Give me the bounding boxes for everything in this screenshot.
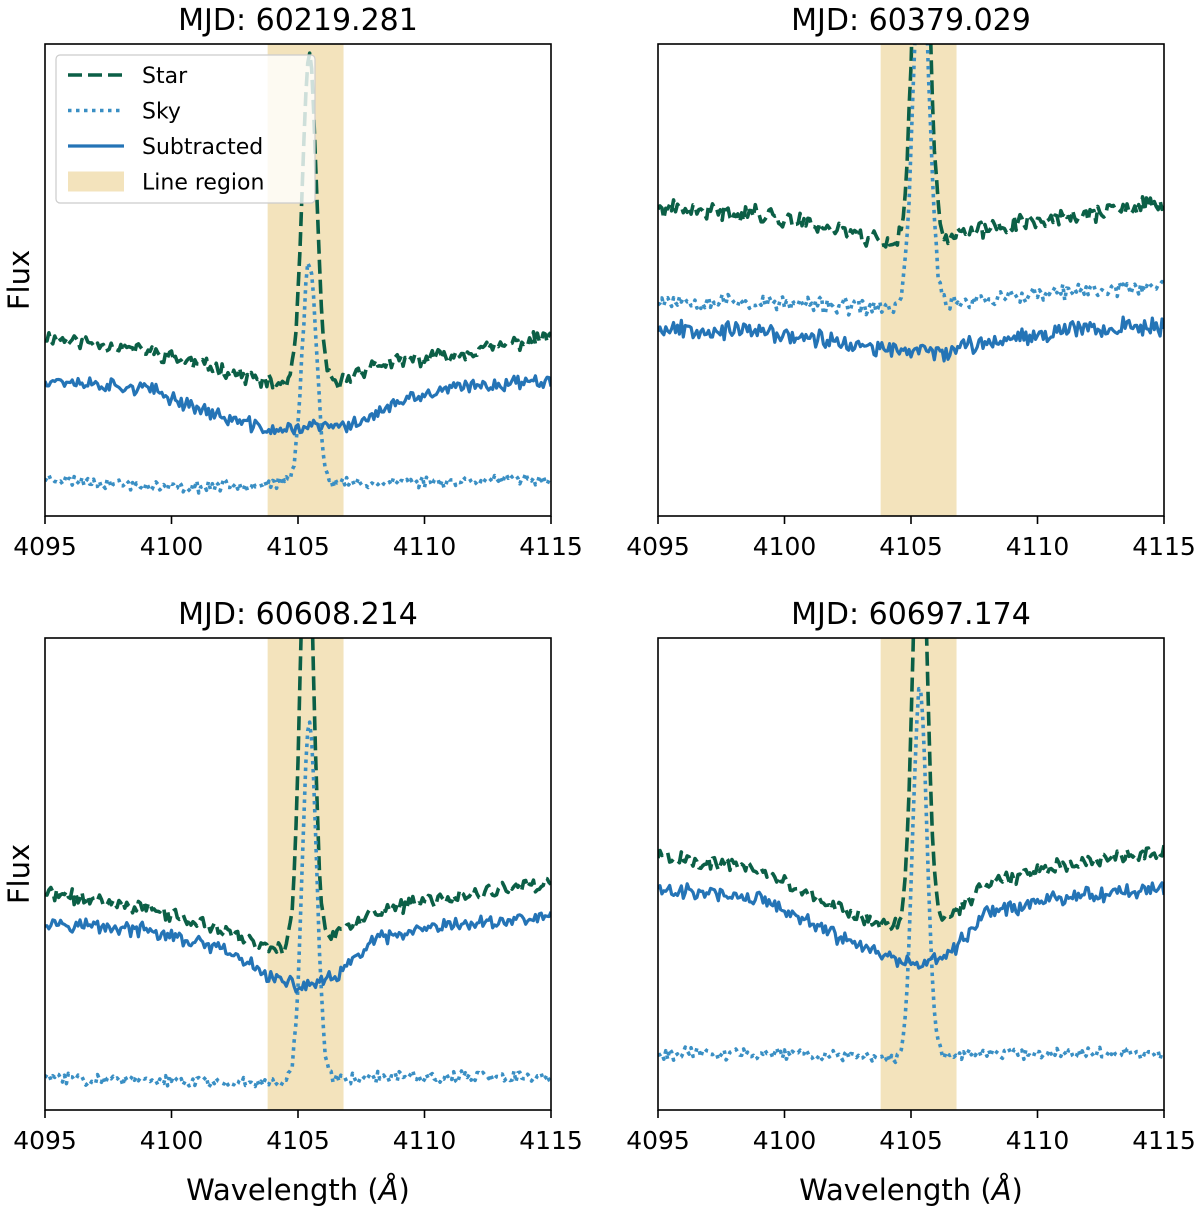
panel-4: 4095 4100 4105 4110 4115 MJD: 60697.174 Wavele… bbox=[626, 597, 1196, 1207]
panel-title: MJD: 60608.214 bbox=[178, 597, 418, 632]
series-line-star bbox=[658, 44, 1164, 249]
x-tick-label: 4110 bbox=[393, 532, 457, 561]
line-region-band bbox=[880, 638, 957, 1110]
x-tick-label: 4100 bbox=[140, 1126, 204, 1155]
x-axis-label: Wavelength (Å) bbox=[799, 1173, 1023, 1207]
x-tick-label: 4095 bbox=[13, 1126, 77, 1155]
x-tick-label: 4105 bbox=[879, 532, 943, 561]
legend: Star Sky Subtracted Line region bbox=[55, 54, 316, 204]
x-tick-label: 4105 bbox=[266, 1126, 330, 1155]
x-tick-label: 4095 bbox=[626, 1126, 690, 1155]
x-axis-label: Wavelength (Å) bbox=[186, 1173, 410, 1207]
series-line-sky bbox=[45, 720, 551, 1090]
legend-entry: Line region bbox=[68, 171, 264, 196]
x-tick-label: 4100 bbox=[753, 532, 817, 561]
x-tick-label: 4110 bbox=[393, 1126, 457, 1155]
series-line-star bbox=[658, 638, 1164, 932]
legend-label: Subtracted bbox=[142, 135, 263, 160]
panel-title: MJD: 60697.174 bbox=[791, 597, 1031, 632]
x-tick-label: 4110 bbox=[1006, 532, 1070, 561]
legend-entry: Subtracted bbox=[68, 135, 263, 160]
series-line-subtracted bbox=[658, 881, 1164, 970]
x-tick-label: 4095 bbox=[13, 532, 77, 561]
x-tick-label: 4100 bbox=[140, 532, 204, 561]
series-line-sky bbox=[658, 44, 1164, 317]
legend-label: Sky bbox=[142, 100, 181, 125]
x-tick-label: 4105 bbox=[879, 1126, 943, 1155]
y-axis-label: Flux bbox=[2, 844, 36, 904]
legend-entry: Sky bbox=[68, 100, 181, 125]
legend-label: Line region bbox=[142, 171, 264, 196]
x-tick-label: 4110 bbox=[1006, 1126, 1070, 1155]
x-tick-label: 4115 bbox=[519, 1126, 583, 1155]
panel-title: MJD: 60379.029 bbox=[791, 3, 1031, 38]
series-line-star bbox=[45, 638, 551, 956]
x-tick-label: 4105 bbox=[266, 532, 330, 561]
line-region-band bbox=[880, 44, 957, 516]
legend-label: Star bbox=[142, 64, 188, 89]
x-tick-label: 4115 bbox=[1132, 532, 1196, 561]
line-region-band bbox=[267, 638, 344, 1110]
legend-swatch bbox=[68, 171, 124, 192]
panel-title: MJD: 60219.281 bbox=[178, 3, 418, 38]
legend-box bbox=[55, 54, 316, 204]
panel-3: 4095 4100 4105 4110 4115 MJD: 60608.214 Flux Wa… bbox=[2, 597, 583, 1207]
series-line-subtracted bbox=[658, 315, 1164, 363]
legend-entry: Star bbox=[68, 64, 188, 89]
series-line-sky bbox=[658, 686, 1164, 1065]
x-tick-label: 4115 bbox=[1132, 1126, 1196, 1155]
series-line-subtracted bbox=[45, 911, 551, 994]
series-line-star bbox=[45, 51, 551, 392]
y-axis-label: Flux bbox=[2, 250, 36, 310]
x-tick-label: 4095 bbox=[626, 532, 690, 561]
series-line-subtracted bbox=[45, 374, 551, 436]
x-tick-label: 4115 bbox=[519, 532, 583, 561]
panel-2: 4095 4100 4105 4110 4115 MJD: 60379.029 bbox=[626, 3, 1196, 561]
x-tick-label: 4100 bbox=[753, 1126, 817, 1155]
